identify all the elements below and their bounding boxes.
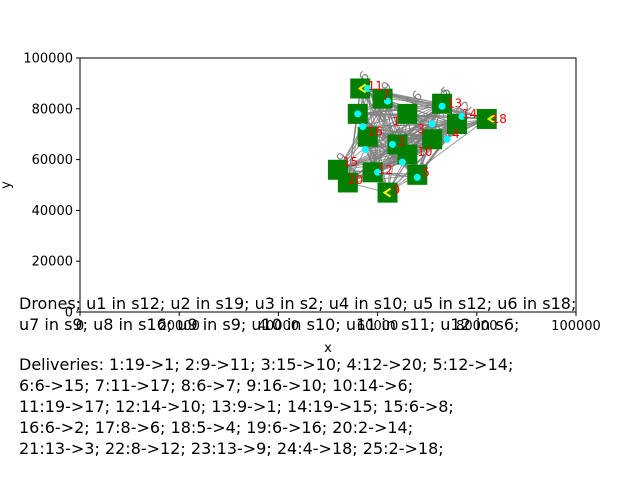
drones-line-2: u7 in s9; u8 in s16; u9 in s9; u10 in s1… [19,315,520,334]
deliveries-line-4: 16:6->2; 17:8->6; 18:5->4; 19:6->16; 20:… [19,418,414,437]
x-tick-label: 100000 [551,319,601,334]
customer-point [388,140,396,148]
node-label: 7 [383,89,391,103]
y-tick-label: 60000 [32,153,73,168]
y-tick-label: 40000 [32,204,73,219]
customer-point [398,158,406,166]
customer-point [443,135,451,143]
deliveries-line-5: 21:13->3; 22:8->12; 23:13->9; 24:4->18; … [19,439,444,458]
customer-point [354,110,362,118]
node-label: 18 [492,112,507,126]
x-tick-label: 20000 [159,319,200,334]
customer-point [428,120,436,128]
deliveries-caption: Deliveries: 1:19->1; 2:9->11; 3:15->10; … [19,354,513,459]
x-axis-label: x [324,341,332,356]
node-label: 5 [422,165,430,179]
depot-square [362,162,383,183]
node-label: 20 [348,173,363,187]
drone-marker [486,114,496,124]
y-axis-ticks: 0 20000 40000 60000 80000 100000 [23,52,80,321]
depot-square [476,108,497,129]
route-edge [377,101,389,173]
node-label: 2 [397,135,405,149]
drone-markers [357,83,496,198]
node-label: 9 [392,183,400,197]
route-edge [364,105,443,150]
x-tick-label: 0 [76,319,84,334]
customer-point [413,173,421,181]
x-tick-label: 40000 [258,319,299,334]
depot-square [422,129,443,150]
node-label: 12 [378,163,393,177]
y-tick-label: 0 [65,306,73,321]
node-label: 14 [462,107,477,121]
node-label: 3 [417,122,425,136]
customer-point [384,97,392,105]
depot-square [377,182,398,203]
drone-marker [382,187,392,198]
drone-marker [357,83,367,94]
customer-point [458,112,466,120]
customer-point [359,123,367,131]
deliveries-line-2: 6:6->15; 7:11->17; 8:6->7; 9:16->10; 10:… [19,376,414,395]
customer-point [374,168,382,176]
plot-area [80,58,576,312]
node-label: 4 [452,127,460,141]
node-label: 1 [392,115,400,129]
customer-point [438,102,446,110]
node-label: 11 [368,79,383,93]
depot-square [337,172,358,193]
node-label: 15 [343,155,358,169]
route-edge [387,118,488,194]
y-axis-label: y [0,181,14,189]
depot-square [357,126,378,147]
route-edge [347,113,359,183]
node-label: 13 [447,97,462,111]
drones-caption: Drones; u1 in s12; u2 in s19; u3 in s2; … [19,293,576,335]
plot-frame [79,57,577,313]
x-tick-label: 60000 [357,319,398,334]
x-tick-label: 80000 [456,319,497,334]
customer-point [361,145,369,153]
y-tick-label: 100000 [23,52,73,67]
node-label: 10 [417,145,432,159]
x-axis-ticks: 0 20000 40000 60000 80000 100000 [76,312,601,334]
route-edge [377,105,443,173]
depot-markers [327,78,497,203]
node-label: 16 [368,125,383,139]
deliveries-line-3: 11:19->17; 12:14->10; 13:9->1; 14:19->15… [19,397,454,416]
y-tick-label: 80000 [32,102,73,117]
drones-line-1: Drones; u1 in s12; u2 in s19; u3 in s2; … [19,294,577,313]
deliveries-line-1: Deliveries: 1:19->1; 2:9->11; 3:15->10; … [19,355,514,374]
depot-square [397,103,418,124]
customer-markers [354,84,466,181]
y-tick-label: 20000 [32,255,73,270]
customer-point [364,84,372,92]
